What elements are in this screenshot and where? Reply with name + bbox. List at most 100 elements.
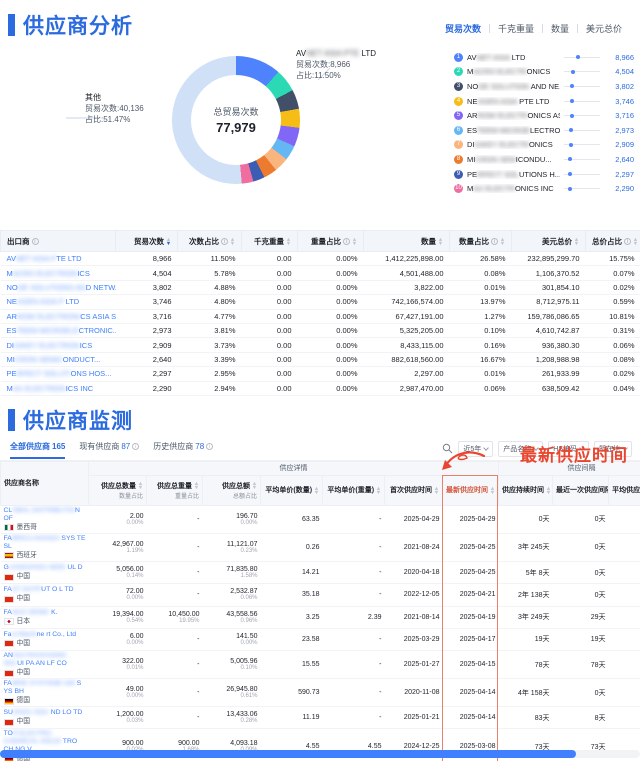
supplier-name-link[interactable]: ANHUI PACKAGING SOLUI PA AN LF CO 中国 [0, 650, 89, 680]
info-icon[interactable] [206, 442, 214, 450]
table-row[interactable]: ARROW ELECTRONICS ASIA S...3,7164.77%0.0… [0, 309, 640, 324]
sort-icon[interactable]: ▲ ▼ [194, 481, 199, 491]
info-icon[interactable] [343, 237, 351, 245]
supplier-name-link[interactable]: Fast Machine rt Co., Ltd 中国 [0, 628, 89, 652]
sort-icon[interactable]: ▲ ▼ [434, 486, 439, 496]
column-header-2[interactable]: 贸易次数 ▲ ▼ [115, 230, 178, 252]
column-header-4[interactable]: 千克重量 ▲ ▼ [241, 230, 298, 252]
legend-item[interactable]: 1 AVNET ASIA LTD 8,966 [454, 50, 634, 65]
table-row[interactable]: MICRON SEMICONDUCT... 2,640 3.39% 0.00 0.00%… [0, 352, 640, 368]
monitor-column-header-6[interactable]: 首次供应时间 ▲ ▼ [384, 474, 443, 506]
metric-tab-3[interactable]: 数量 [550, 24, 569, 34]
monitor-tab-3[interactable]: 历史供应商 78 [153, 441, 214, 459]
column-header-3[interactable]: 次数占比 ▲▼ [177, 230, 242, 252]
metric-tab-4[interactable]: 美元总价 [585, 24, 622, 34]
monitor-column-header-2[interactable]: 供应总重量 ▲ ▼ 重量占比 [146, 474, 203, 506]
search-icon[interactable] [442, 443, 453, 454]
sort-icon[interactable]: ▲ ▼ [252, 481, 257, 491]
legend-item[interactable]: 8 MICRON SEMICONDU... 2,640 [454, 152, 634, 167]
column-header-8[interactable]: 美元总价 ▲ ▼ [511, 230, 586, 252]
sort-icon[interactable]: ▲ ▼ [230, 237, 235, 246]
legend-item[interactable]: 6 ESTEEM MICROELECTRON... 2,973 [454, 123, 634, 138]
monitor-column-header-4[interactable]: 平均单价(数量) ▲ ▼ [260, 474, 323, 506]
monitor-column-header-1[interactable]: 供应总数量 ▲ ▼ 数量占比 [88, 474, 147, 506]
monitor-row[interactable]: ANHUI PACKAGING SOLUI PA AN LF CO 中国 322.0… [0, 650, 640, 680]
sort-icon[interactable]: ▲ ▼ [352, 237, 357, 246]
monitor-row[interactable]: GUANGZHOU MOD UL D 中国 5,056.00 0.14% -71,835… [0, 561, 640, 585]
sort-icon[interactable]: ▲ ▼ [138, 481, 143, 491]
exporter-name-link[interactable]: PERFECT SOLUTIONS HOS... [0, 366, 116, 382]
exporter-name-link[interactable]: MAX ELECTRONICS INC [0, 381, 116, 396]
metric-tab-1[interactable]: 贸易次数 [444, 24, 481, 34]
info-icon[interactable] [31, 237, 39, 245]
sort-icon[interactable]: ▲ ▼ [376, 486, 381, 496]
filter-dropdown-3[interactable]: HS编码 [548, 440, 589, 457]
monitor-column-header-5[interactable]: 平均单价(重量) ▲ ▼ [322, 474, 385, 506]
sort-icon[interactable]: ▲ ▼ [286, 237, 291, 246]
monitor-row[interactable]: SUZHOU SOU ND LO TD 中国 1,200.00 0.03% -13,43… [0, 706, 640, 730]
filter-dropdown-4[interactable]: 所在地 [594, 440, 632, 457]
sort-icon[interactable]: ▲ ▼ [166, 237, 171, 246]
metric-tab-2[interactable]: 千克重量 [497, 24, 534, 34]
sort-icon[interactable]: ▲ ▼ [314, 486, 319, 496]
horizontal-scrollbar-thumb[interactable] [0, 750, 576, 758]
supplier-name-link[interactable]: FABRIK SYSTEME GM S YS BH 德国 [0, 678, 89, 708]
donut-chart[interactable]: 总贸易次数 77,979 [172, 56, 300, 184]
monitor-row[interactable]: Fast Machine rt Co., Ltd 中国 6.00 0.00% -141.… [0, 628, 640, 652]
supplier-name-link[interactable]: CLOBAL DISTRIBUTION OF 墨西哥 [0, 505, 89, 534]
column-header-5[interactable]: 重量占比 ▲▼ [297, 230, 364, 252]
monitor-tab-1[interactable]: 全部供应商 165 [10, 441, 66, 459]
supplier-name-link[interactable]: FAST OUTPUT O L TD 中国 [0, 583, 89, 607]
table-row[interactable]: AVNET ASIA PTE LTD 8,966 11.50% 0.00 0.00% 1,… [0, 251, 640, 267]
table-row[interactable]: NEXGEN ASIA P LTD 3,746 4.80% 0.00 0.00% 742,… [0, 294, 640, 310]
table-row[interactable]: NODE SOLUTIONS AND NETW...3,8024.88%0.00… [0, 280, 640, 296]
exporter-name-link[interactable]: MACRO ELECTRONICS [0, 265, 116, 281]
legend-item[interactable]: 9 PERFECT SOLUTIONS H... 2,297 [454, 167, 634, 182]
info-icon[interactable] [132, 442, 140, 450]
legend-item[interactable]: 3 NODE SOLUTION AND NE... 3,802 [454, 79, 634, 94]
table-row[interactable]: ESTEEM MICROELECTRONIC... 2,973 3.81% 0.00 0… [0, 323, 640, 339]
exporter-name-link[interactable]: ESTEEM MICROELECTRONIC... [0, 323, 116, 339]
sort-icon[interactable]: ▲ ▼ [574, 237, 579, 246]
supplier-name-link[interactable]: SUZHOU SOU ND LO TD 中国 [0, 706, 89, 730]
supplier-name-link[interactable]: FANUC DENKI K. 日本 [0, 606, 89, 629]
legend-item[interactable]: 4 NEXGEN ASIA PTE LTD 3,746 [454, 94, 634, 109]
monitor-column-header-7[interactable]: 最新供应时间 ▲ ▼ [442, 474, 499, 506]
table-row[interactable]: MAX ELECTRONICS INC 2,290 2.94% 0.00 0.00% 2,… [0, 381, 640, 396]
exporter-name-link[interactable]: ARROW ELECTRONICS ASIA S... [0, 309, 116, 324]
column-header-9[interactable]: 总价占比 ▲▼ [585, 230, 640, 252]
legend-item[interactable]: 5 ARROW ELECTRONICS ASI... 3,716 [454, 108, 634, 123]
supplier-name-header[interactable]: 供应商名称 [0, 460, 89, 506]
filter-dropdown-2[interactable]: 产品名称 [498, 440, 544, 457]
column-header-7[interactable]: 数量占比 ▲▼ [449, 230, 512, 252]
sort-icon[interactable]: ▲ ▼ [633, 237, 638, 246]
table-row[interactable]: MACRO ELECTRONICS 4,504 5.78% 0.00 0.00% 4,50… [0, 265, 640, 281]
info-icon[interactable] [491, 237, 499, 245]
monitor-row[interactable]: FABRICA AVANZA SYS TE SL 西班牙 42,967.00 1.19… [0, 533, 640, 562]
table-row[interactable]: DIGIKEY ELECTRONICS 2,909 3.73% 0.00 0.00% 8,… [0, 337, 640, 353]
legend-item[interactable]: 2 MACRO ELECTRONICS 4,504 [454, 65, 634, 80]
monitor-row[interactable]: FANUC DENKI K. 日本 19,394.00 0.54% 10,450.00 1… [0, 606, 640, 629]
exporter-name-link[interactable]: NEXGEN ASIA P LTD [0, 294, 116, 310]
supplier-name-link[interactable]: FABRICA AVANZA SYS TE SL 西班牙 [0, 533, 89, 562]
legend-item[interactable]: 7 DIGIKEY ELECTRONICS 2,909 [454, 138, 634, 153]
sort-icon[interactable]: ▲ ▼ [490, 486, 495, 496]
column-header-1[interactable]: 出口商 [0, 230, 116, 252]
info-icon[interactable] [221, 237, 229, 245]
exporter-name-link[interactable]: MICRON SEMICONDUCT... [0, 352, 116, 368]
monitor-row[interactable]: FABRIK SYSTEME GM S YS BH 德国 49.00 0.00% -26… [0, 678, 640, 708]
legend-item[interactable]: 10 MAX ELECTRONICS INC 2,290 [454, 181, 634, 196]
horizontal-scrollbar-track[interactable] [0, 750, 640, 758]
monitor-column-header-3[interactable]: 供应总额 ▲ ▼ 总额占比 [202, 474, 261, 506]
monitor-tab-2[interactable]: 现有供应商 87 [79, 441, 140, 459]
exporter-name-link[interactable]: NODE SOLUTIONS AND NETW... [0, 280, 116, 296]
monitor-row[interactable]: FAST OUTPUT O L TD 中国 72.00 0.00% -2,532.87 0… [0, 583, 640, 607]
sort-icon[interactable]: ▲ ▼ [546, 486, 551, 496]
monitor-row[interactable]: CLOBAL DISTRIBUTION OF 墨西哥 2.00 0.00% -196.7… [0, 505, 640, 534]
monitor-column-header-9[interactable]: 最近一次供应间隔▲▼ [552, 474, 609, 506]
table-row[interactable]: PERFECT SOLUTIONS HOS... 2,297 2.95% 0.00 0.… [0, 366, 640, 382]
monitor-column-header-10[interactable]: 平均供应间隔▲▼ [607, 474, 640, 506]
sort-icon[interactable]: ▲ ▼ [500, 237, 505, 246]
sort-icon[interactable]: ▲ ▼ [438, 237, 443, 246]
monitor-column-header-8[interactable]: 供应持续时间 ▲ ▼ [498, 474, 553, 506]
